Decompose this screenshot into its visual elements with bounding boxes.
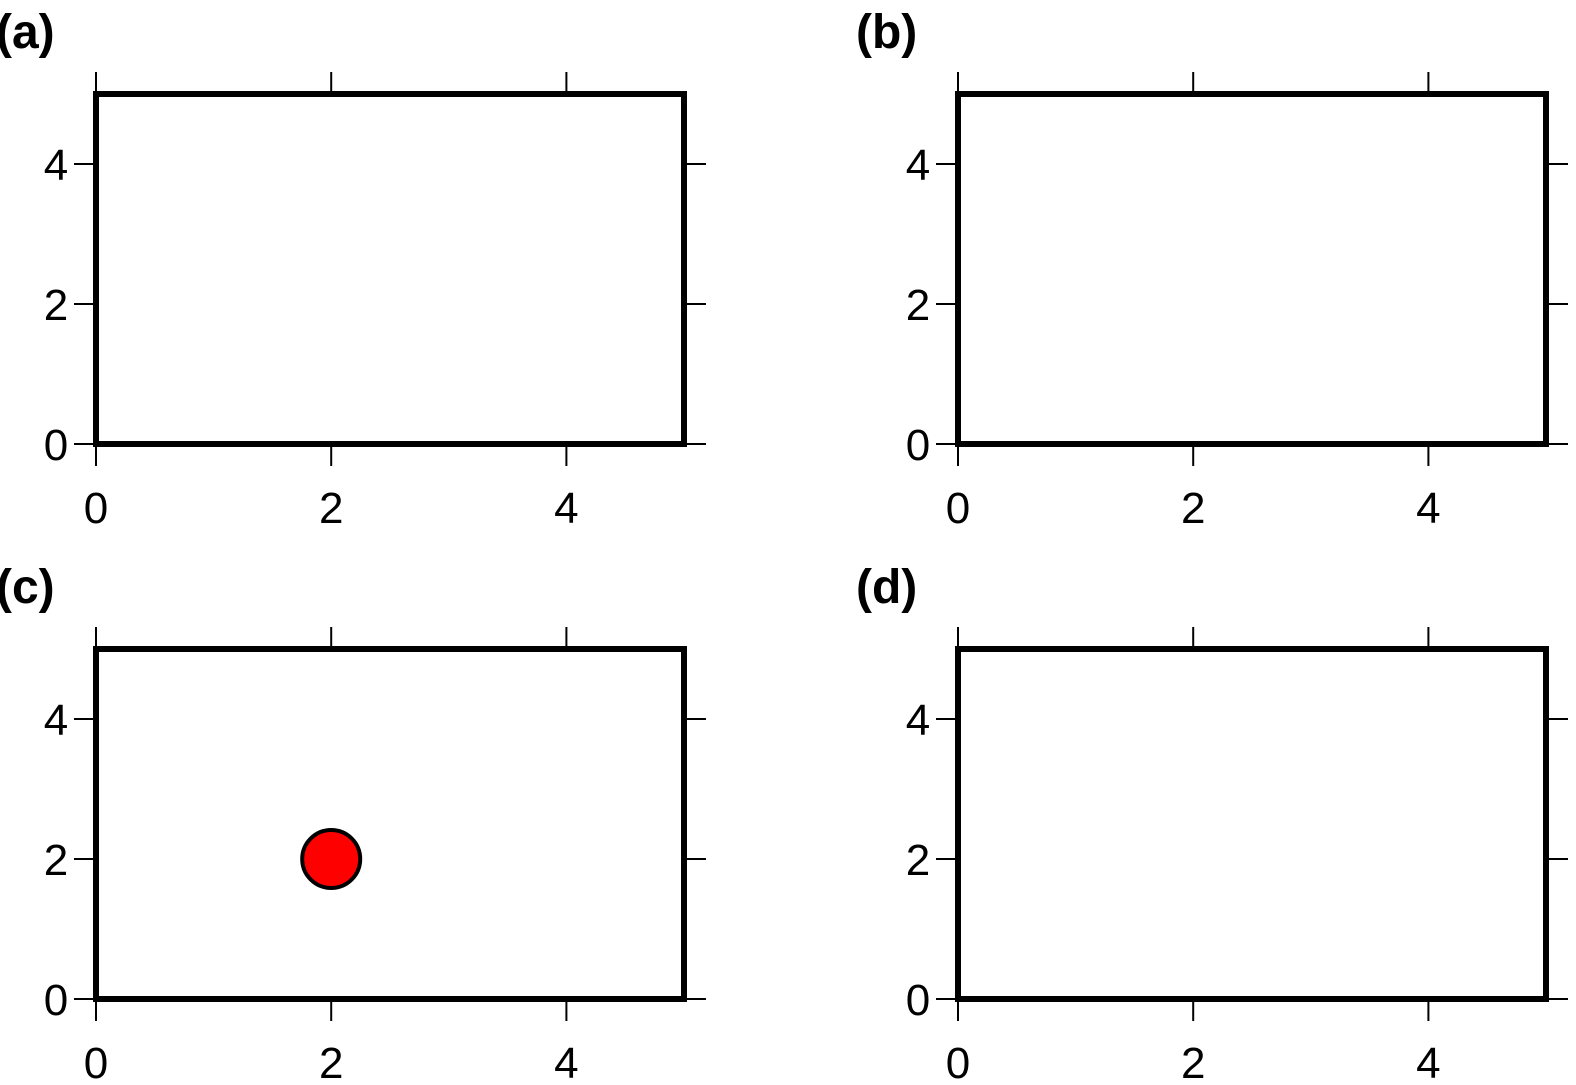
plot-frame-a	[93, 91, 687, 447]
panel-label-c: (c)	[0, 561, 55, 614]
y-tick-label-b-2: 4	[906, 141, 930, 190]
y-tick-label-c-2: 4	[44, 696, 68, 745]
y-tick-label-c-0: 0	[44, 976, 68, 1025]
y-tick-label-a-0: 0	[44, 421, 68, 470]
y-tick-label-d-2: 4	[906, 696, 930, 745]
x-tick-label-b-1: 2	[1181, 484, 1205, 533]
x-tick-label-a-1: 2	[319, 484, 343, 533]
x-tick-label-d-1: 2	[1181, 1039, 1205, 1085]
x-tick-label-b-2: 4	[1416, 484, 1440, 533]
x-tick-label-d-0: 0	[946, 1039, 970, 1085]
x-tick-label-c-2: 4	[554, 1039, 578, 1085]
y-tick-label-b-1: 2	[906, 281, 930, 330]
y-tick-label-c-1: 2	[44, 836, 68, 885]
x-tick-label-a-2: 4	[554, 484, 578, 533]
plot-frame-d	[955, 646, 1549, 1002]
y-tick-label-b-0: 0	[906, 421, 930, 470]
panel-label-a: (a)	[0, 6, 55, 59]
data-point-c-0-0	[300, 828, 363, 890]
panel-label-b: (b)	[856, 6, 917, 59]
x-tick-label-d-2: 4	[1416, 1039, 1440, 1085]
x-tick-label-c-1: 2	[319, 1039, 343, 1085]
plot-frame-b	[955, 91, 1549, 447]
panel-label-d: (d)	[856, 561, 917, 614]
x-tick-label-b-0: 0	[946, 484, 970, 533]
y-tick-label-d-0: 0	[906, 976, 930, 1025]
x-tick-label-c-0: 0	[84, 1039, 108, 1085]
y-tick-label-a-2: 4	[44, 141, 68, 190]
plot-frame-c	[93, 646, 687, 1002]
y-tick-label-d-1: 2	[906, 836, 930, 885]
x-tick-label-a-0: 0	[84, 484, 108, 533]
y-tick-label-a-1: 2	[44, 281, 68, 330]
